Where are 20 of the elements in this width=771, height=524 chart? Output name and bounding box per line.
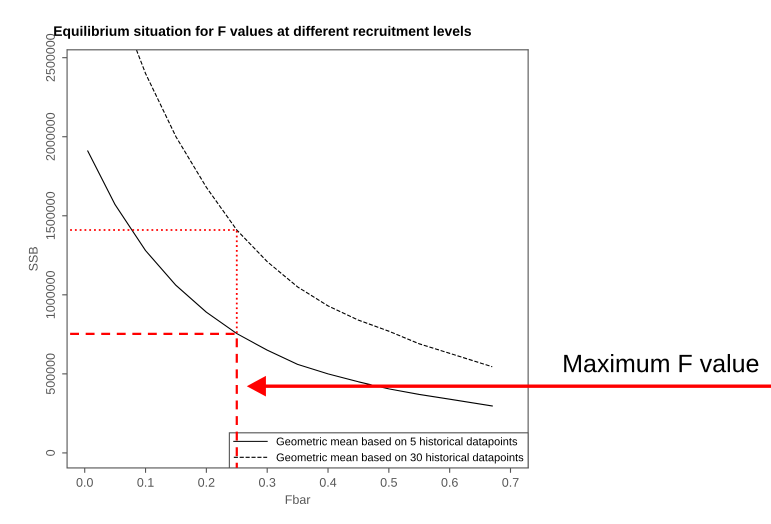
x-tick-label: 0.7	[502, 478, 519, 487]
x-tick-label: 0.0	[76, 478, 93, 487]
y-axis-title: SSB	[28, 247, 38, 271]
x-axis-title: Fbar	[286, 494, 310, 504]
y-tick-label: 1000000	[46, 270, 55, 318]
y-tick-label: 1500000	[46, 192, 55, 240]
x-tick-label: 0.3	[258, 478, 276, 487]
chart-title: Equilibrium situation for F values at different recruitment levels	[54, 26, 471, 39]
y-tick-label: 0	[46, 450, 55, 456]
legend-label: Geometric mean based on 30 historical datapoints	[276, 453, 524, 464]
x-tick-label: 0.5	[380, 478, 398, 487]
x-tick-label: 0.1	[137, 478, 154, 487]
legend-label: Geometric mean based on 5 historical datapoints	[276, 437, 518, 448]
y-tick-label: 500000	[46, 354, 55, 394]
x-tick-label: 0.2	[198, 478, 214, 487]
y-tick-label: 2500000	[46, 34, 55, 82]
x-tick-label: 0.6	[441, 478, 458, 487]
x-tick-label: 0.4	[320, 478, 336, 487]
text: Maximum F value	[564, 354, 758, 372]
y-tick-label: 2000000	[46, 112, 55, 160]
